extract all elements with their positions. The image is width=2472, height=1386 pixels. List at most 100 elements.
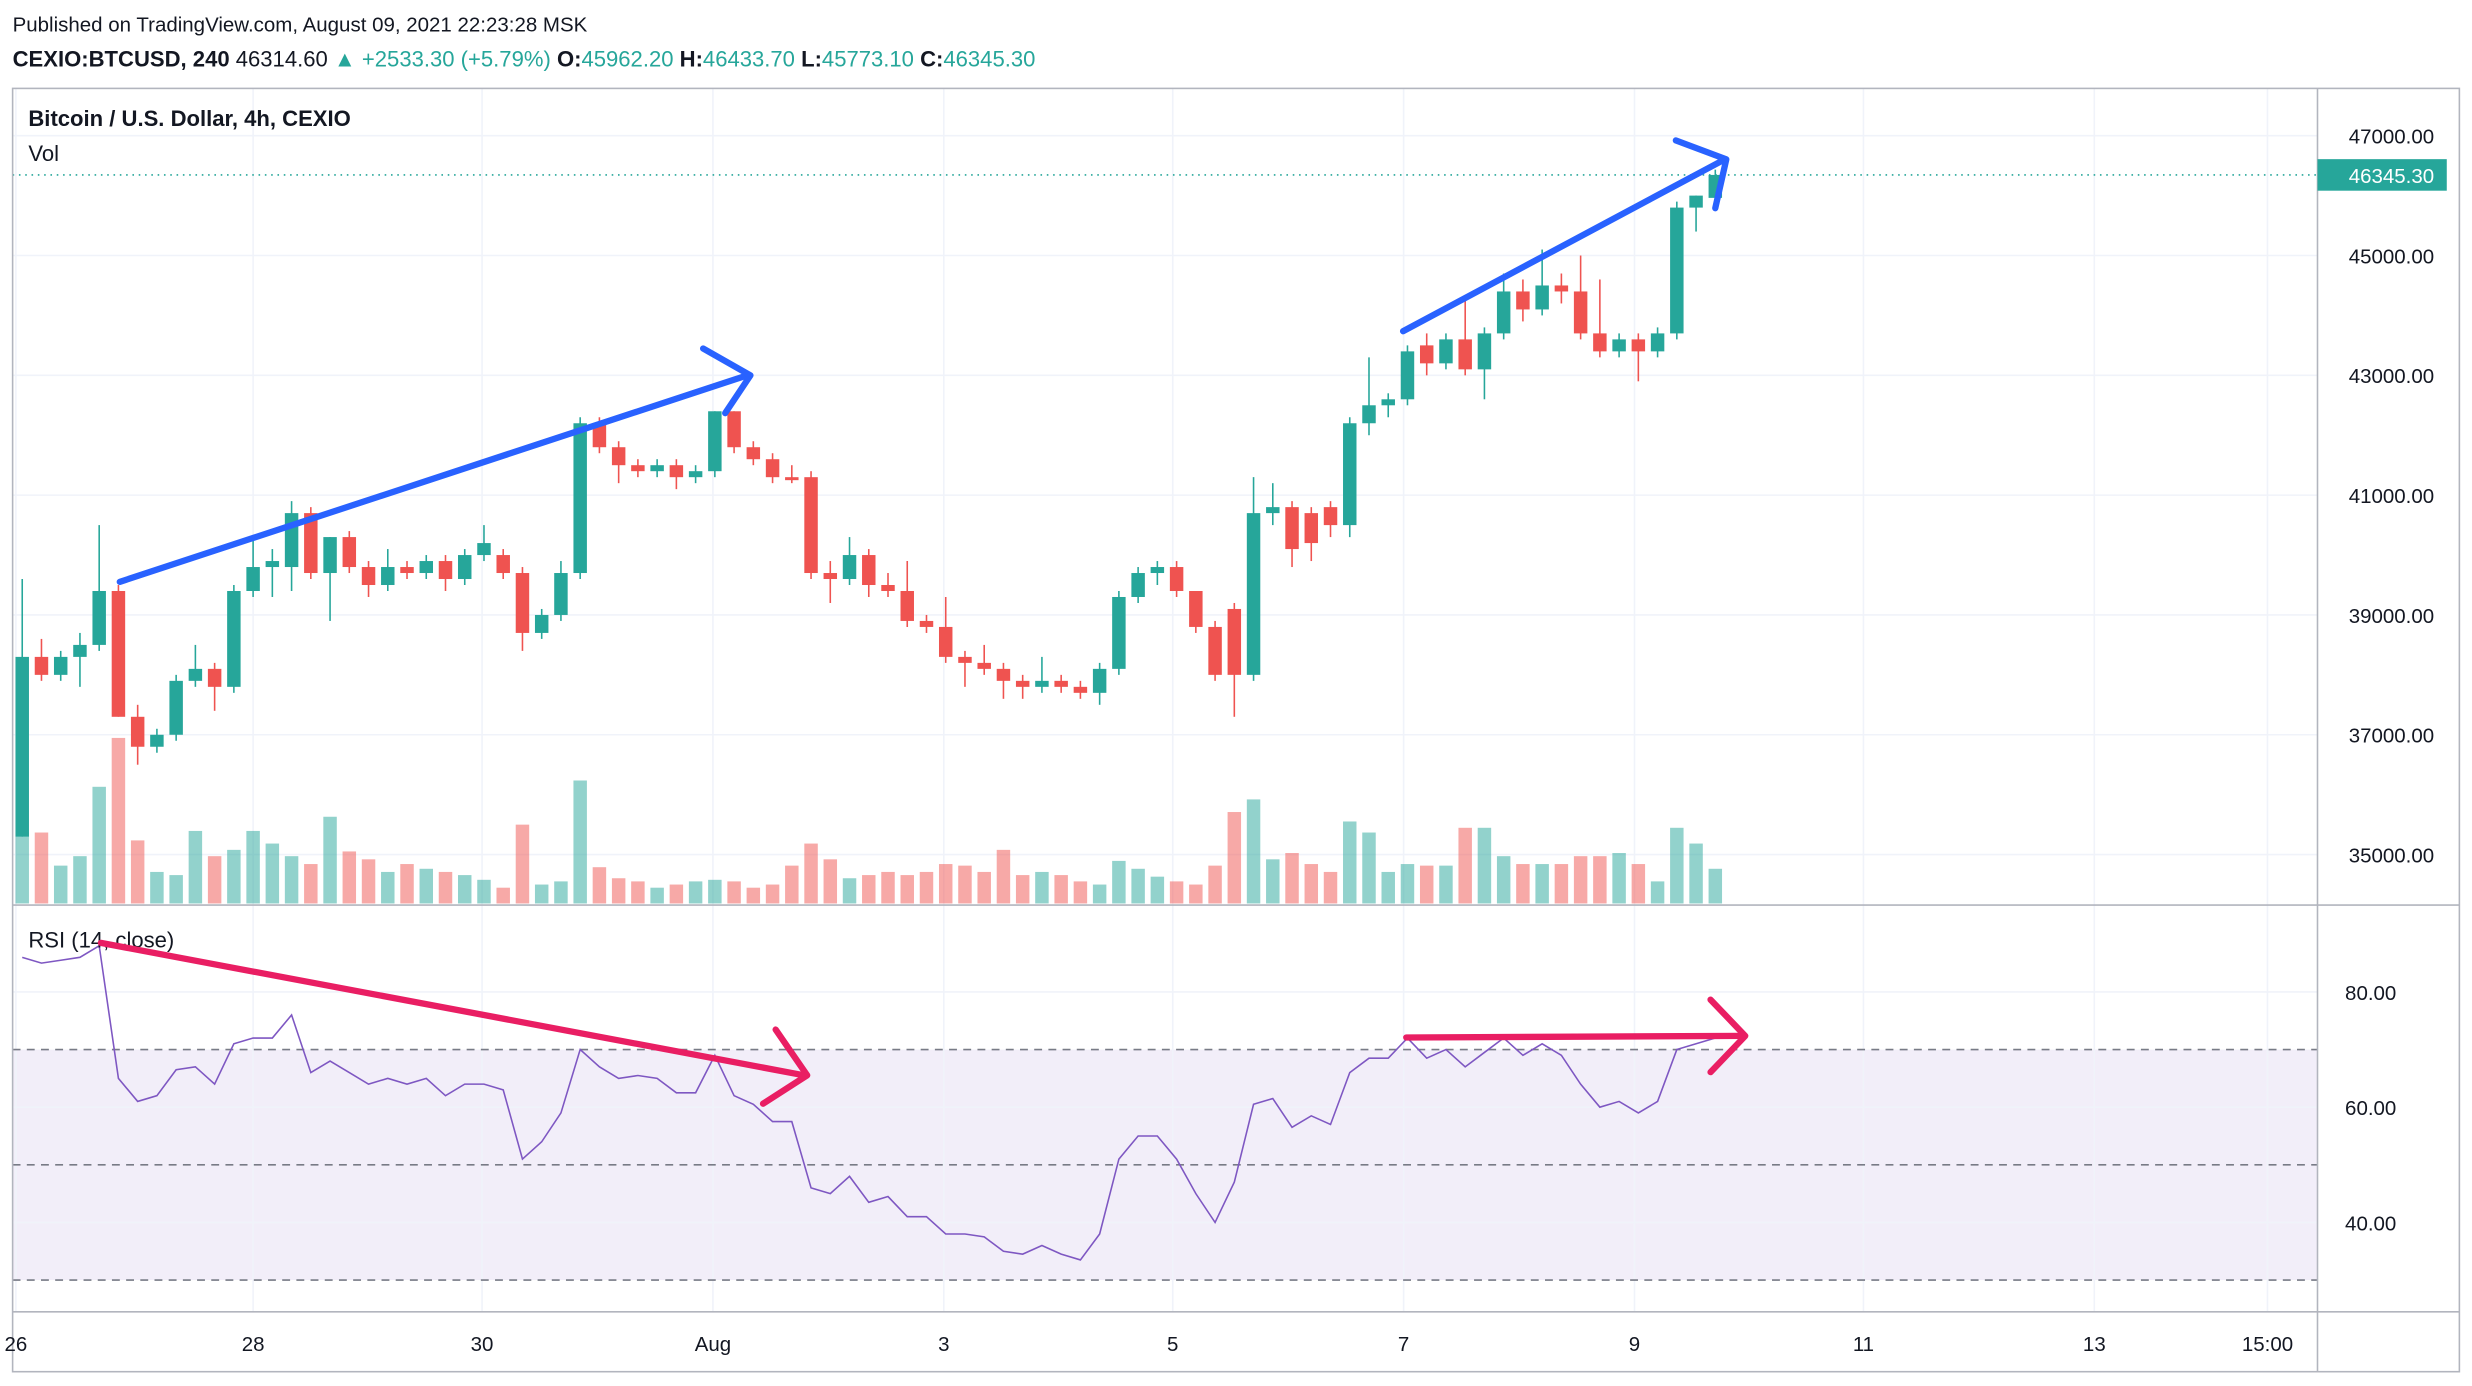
- candle-body: [881, 585, 895, 591]
- grid: [12, 88, 2318, 1312]
- frame: [11, 87, 2461, 1373]
- volume-bar: [1535, 864, 1549, 904]
- candle-body: [246, 567, 260, 591]
- candle-body: [804, 477, 818, 574]
- arrow-head: [699, 345, 754, 417]
- candle-body: [842, 555, 857, 580]
- candle-body: [515, 573, 530, 633]
- last-price-tag: [2317, 159, 2447, 191]
- volume-bar: [496, 887, 510, 904]
- candle-body: [1554, 285, 1569, 292]
- x-tick-label: 5: [1167, 1333, 1178, 1356]
- y-tick-label: 35000.00: [2349, 844, 2434, 867]
- candle-body: [361, 567, 376, 586]
- candle-body: [1323, 507, 1338, 526]
- candle-body: [477, 543, 491, 556]
- volume-bar: [381, 871, 395, 904]
- candle-body: [438, 561, 453, 580]
- candle-body: [592, 423, 607, 448]
- candle-body: [1496, 291, 1511, 334]
- candle-body: [650, 465, 664, 472]
- y-tick-label: 41000.00: [2349, 485, 2434, 508]
- arrow: ▲: [334, 46, 356, 71]
- candle-body: [1612, 339, 1626, 352]
- volume-bar: [1131, 868, 1145, 904]
- rsi-line: [22, 944, 1716, 1261]
- volume-bar: [688, 881, 703, 904]
- volume-bar: [169, 875, 183, 904]
- volume-bar: [534, 884, 549, 904]
- candle-body: [708, 411, 722, 472]
- volume-bar: [554, 881, 568, 904]
- volume-bar: [977, 871, 991, 904]
- candle-body: [688, 471, 703, 478]
- volume-bar: [611, 878, 626, 904]
- volume-bar: [919, 871, 934, 904]
- x-tick-label: 30: [471, 1333, 494, 1356]
- volume-bar: [1112, 860, 1126, 904]
- volume-bar: [515, 824, 530, 904]
- chart-title: Bitcoin / U.S. Dollar, 4h, CEXIO: [28, 106, 350, 131]
- x-tick-label: 15:00: [2242, 1333, 2293, 1356]
- candle-body: [1131, 573, 1145, 597]
- candle-body: [53, 656, 68, 675]
- volume-bar: [842, 878, 857, 904]
- trend-arrow: [97, 939, 808, 1079]
- candle-body: [727, 411, 741, 448]
- trend-arrow: [116, 372, 751, 586]
- candle-body: [611, 447, 626, 466]
- volume-bar: [1035, 871, 1049, 904]
- candle-body: [342, 537, 357, 568]
- volume-bar: [804, 843, 818, 904]
- volume-bar: [458, 875, 472, 904]
- volume-bar: [477, 879, 491, 904]
- volume-bar: [1092, 884, 1107, 904]
- volume-bar: [1208, 865, 1222, 904]
- trend-arrow: [1399, 156, 1728, 335]
- candle-body: [73, 644, 87, 657]
- trend-arrow: [1403, 1032, 1747, 1041]
- volume-bar: [265, 843, 280, 904]
- candle-body: [996, 668, 1011, 681]
- volume-bar: [1554, 864, 1569, 904]
- volume-bar: [823, 859, 838, 904]
- candle-body: [265, 561, 280, 568]
- volume-bar: [92, 786, 106, 904]
- x-tick-label: 3: [938, 1333, 949, 1356]
- volume-bar: [207, 856, 222, 904]
- volume-bar: [1650, 881, 1665, 904]
- volume-bar: [900, 875, 914, 904]
- candle-body: [1573, 291, 1588, 334]
- price: 46314.60: [236, 46, 328, 71]
- o-label: O:: [557, 46, 582, 71]
- candle-body: [1439, 339, 1453, 364]
- candle-body: [554, 573, 568, 615]
- volume-bar: [592, 867, 607, 904]
- symbol-line: CEXIO:BTCUSD, 240 46314.60 ▲ +2533.30 (+…: [13, 46, 1036, 71]
- candle-body: [381, 567, 395, 586]
- candle-body: [977, 662, 991, 669]
- rsi-tick-label: 80.00: [2345, 982, 2396, 1005]
- volume-bar: [862, 875, 876, 904]
- volume-bar: [111, 737, 126, 904]
- volume-bar: [1419, 865, 1434, 904]
- volume-bar: [227, 849, 241, 904]
- volume-bar: [881, 871, 895, 904]
- candle-body: [823, 573, 838, 580]
- o: 45962.20: [581, 46, 673, 71]
- candle-body: [1054, 680, 1068, 687]
- volume-bar: [15, 832, 29, 904]
- y-tick-label: 39000.00: [2349, 605, 2434, 628]
- c-label: C:: [920, 46, 943, 71]
- candle-body: [1343, 423, 1357, 526]
- candle-body: [207, 668, 222, 687]
- candle-body: [1304, 513, 1319, 544]
- candle-body: [130, 716, 145, 747]
- candle-body: [304, 513, 318, 574]
- volume-bar: [304, 864, 318, 904]
- x-tick-label: 13: [2083, 1333, 2106, 1356]
- candle-body: [1015, 680, 1030, 687]
- candle-body: [1208, 626, 1222, 675]
- c: 46345.30: [943, 46, 1035, 71]
